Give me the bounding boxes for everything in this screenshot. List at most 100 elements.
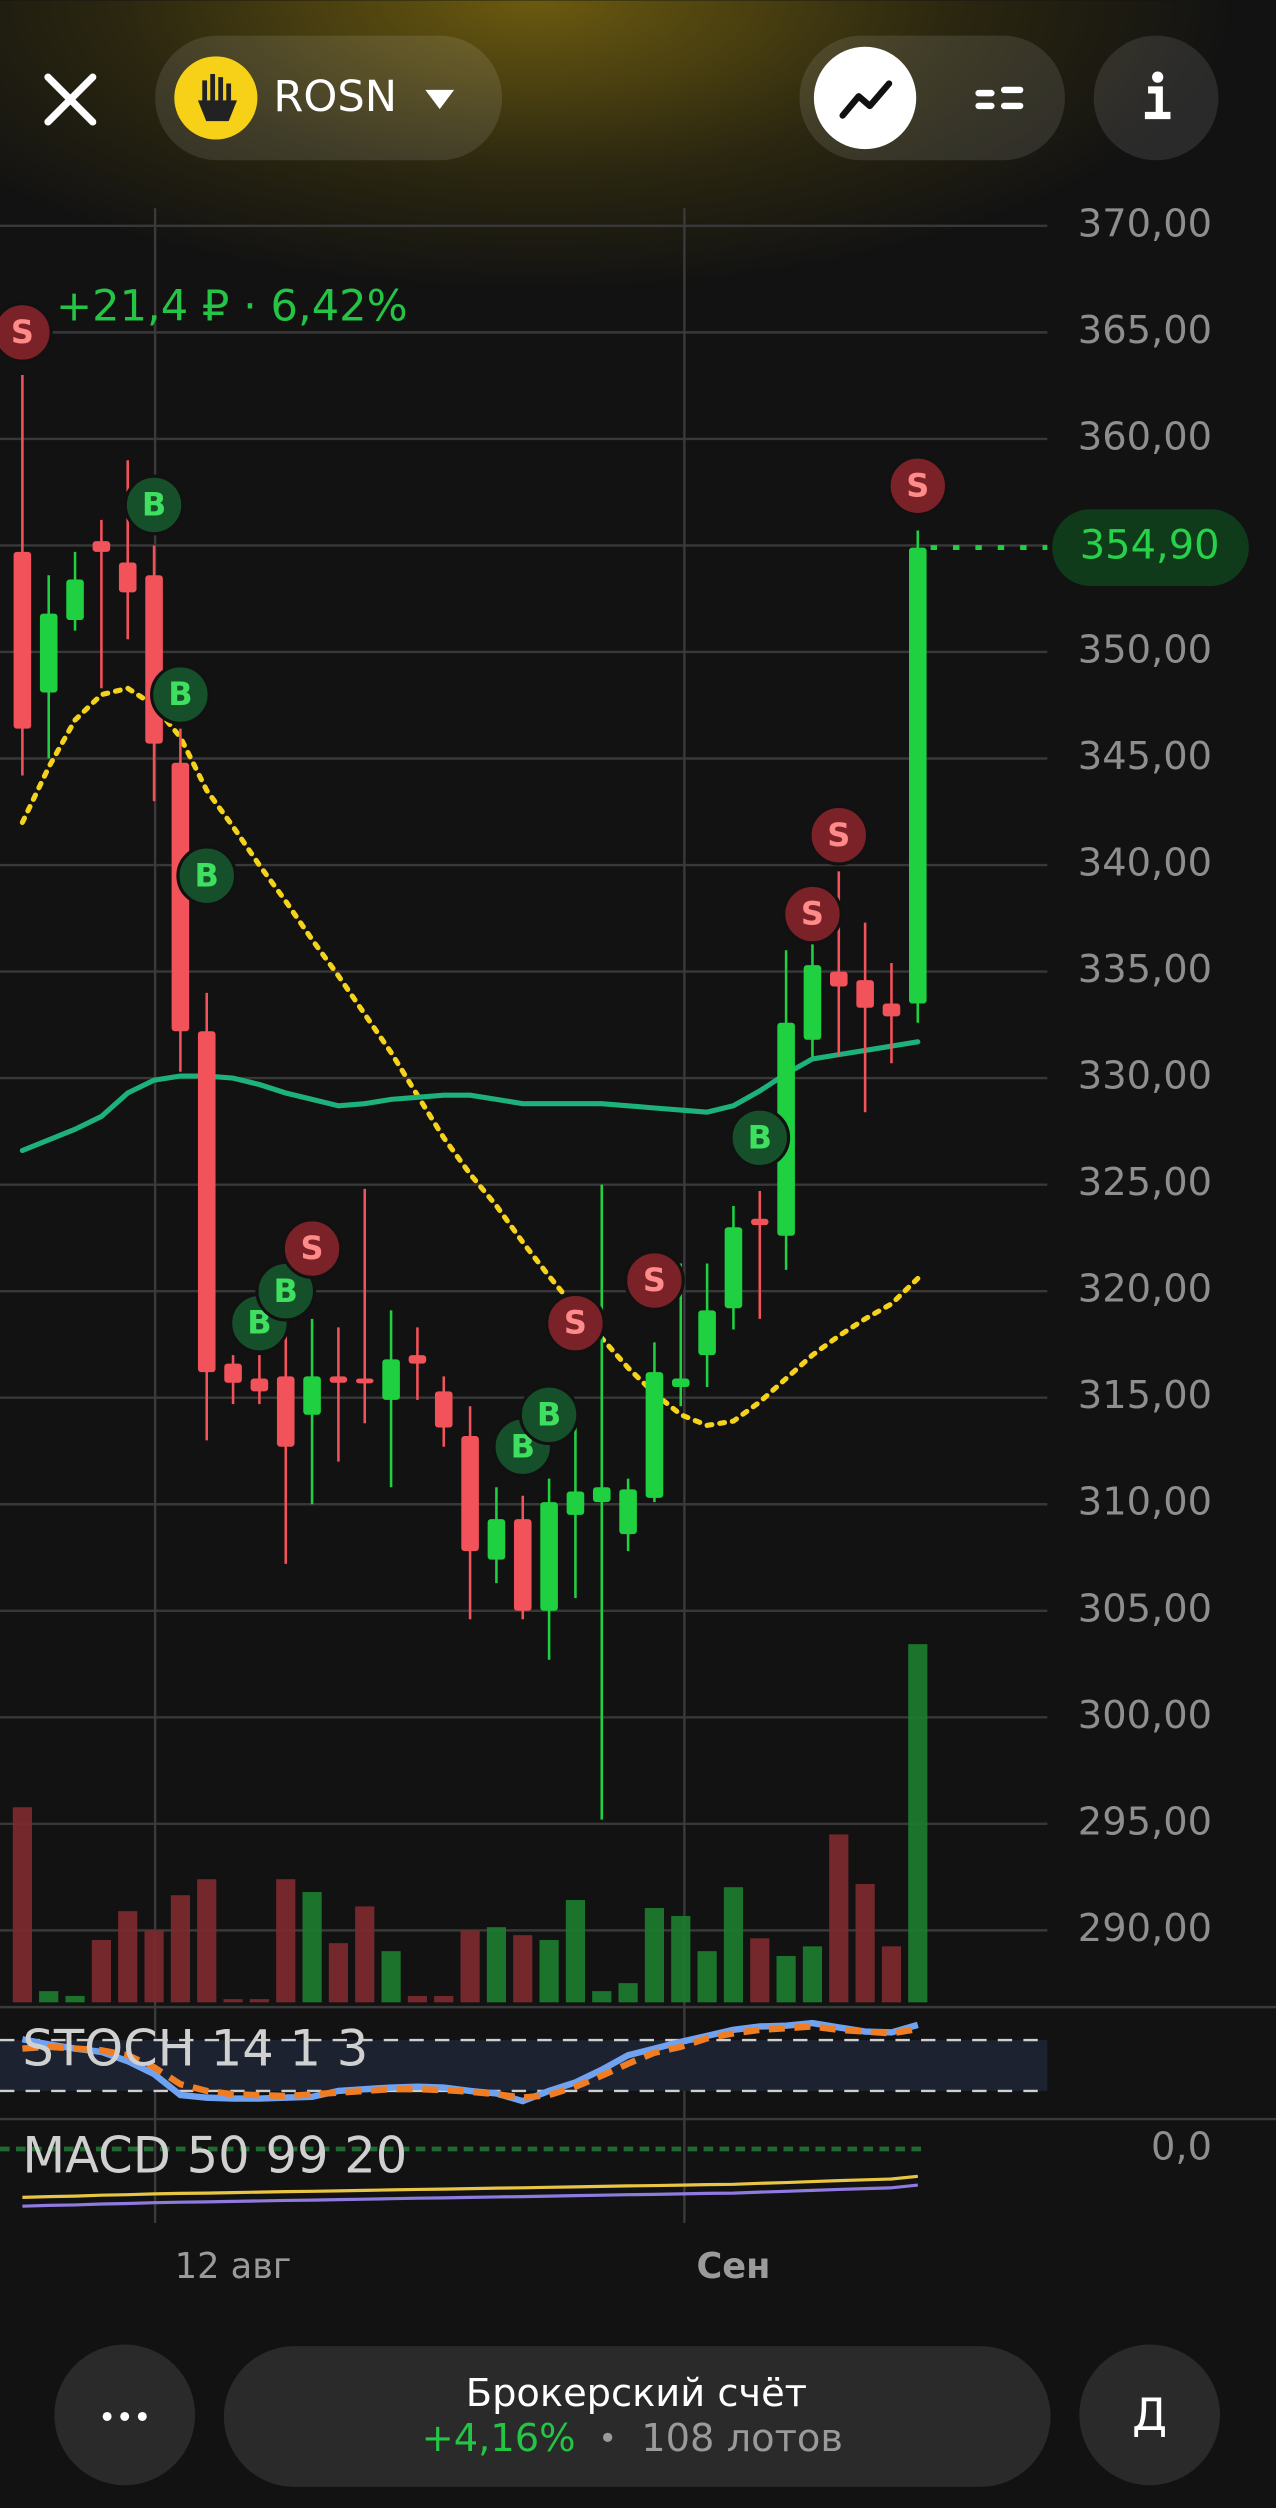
y-tick-label: 320,00 (1078, 1267, 1212, 1312)
last-price-label: 354,90 (1080, 523, 1220, 569)
candle-body (592, 1487, 611, 1503)
volume-bar (539, 1939, 559, 2003)
volume-bar (302, 1892, 322, 2003)
candle-body (908, 547, 927, 1004)
volume-bar (223, 1999, 243, 2003)
candle-body (487, 1519, 506, 1560)
macd-line (22, 2174, 918, 2200)
action-label: Д (1132, 2388, 1167, 2441)
candle-body (39, 613, 58, 693)
volume-bar (644, 1907, 665, 2003)
y-tick-label: 340,00 (1078, 841, 1212, 886)
macd-tick-label: 0,0 (1151, 2125, 1212, 2170)
candle-body (382, 1359, 400, 1400)
more-button[interactable] (54, 2344, 196, 2486)
volume-bar (802, 1946, 823, 2003)
x-tick-label: 12 авг (175, 2246, 292, 2287)
y-tick-label: 350,00 (1078, 627, 1212, 672)
volume-bar (881, 1946, 902, 2003)
candle-body (197, 1031, 216, 1373)
signal-label: B (748, 1118, 772, 1156)
candle-body (118, 562, 137, 593)
action-button[interactable]: Д (1079, 2344, 1221, 2486)
y-tick-label: 335,00 (1078, 947, 1212, 992)
y-tick-label: 290,00 (1078, 1906, 1212, 1951)
account-lots: 108 лотов (641, 2416, 843, 2461)
volume-bar (486, 1927, 507, 2003)
signal-label: B (142, 486, 166, 524)
volume-bar (170, 1895, 190, 2003)
account-button[interactable]: Брокерский счёт +4,16% • 108 лотов (223, 2346, 1051, 2487)
signal-marker (176, 845, 238, 907)
candle-body (13, 551, 32, 729)
candle-mode-button[interactable] (975, 86, 1024, 110)
candle-body (461, 1436, 479, 1552)
volume-bar (776, 1955, 796, 2003)
y-tick-label: 295,00 (1078, 1799, 1212, 1844)
signal-marker (518, 1384, 580, 1446)
candle-body (355, 1378, 374, 1384)
candle-body (698, 1310, 716, 1356)
y-tick-label: 310,00 (1078, 1480, 1212, 1525)
y-tick-label: 345,00 (1078, 734, 1212, 779)
volume-bar (355, 1906, 375, 2003)
candle-body (750, 1218, 769, 1226)
account-return: +4,16% (422, 2416, 576, 2461)
moving-average (19, 685, 921, 1429)
y-tick-label: 330,00 (1078, 1054, 1212, 1099)
signal-label: S (564, 1304, 587, 1342)
info-button[interactable] (1093, 35, 1219, 161)
candle-body (645, 1372, 664, 1498)
last-price-tag (1052, 509, 1249, 586)
candle-body (92, 541, 111, 552)
moving-average (19, 1039, 921, 1154)
candle-body (566, 1491, 585, 1515)
signal-label: S (801, 895, 824, 933)
volume-bar (91, 1939, 111, 2003)
volume-bar (592, 1991, 612, 2003)
stoch-label: STOCH 14 1 3 (22, 2019, 368, 2077)
candle-body (803, 965, 822, 1040)
volume-bar (381, 1951, 401, 2003)
volume-bar (65, 1995, 85, 2003)
candle-body (882, 1003, 901, 1017)
signal-label: S (643, 1261, 666, 1299)
x-tick-label: Сен (696, 2246, 770, 2287)
macd-signal (22, 2183, 918, 2208)
account-name: Брокерский счёт (466, 2371, 807, 2416)
candle-body (250, 1378, 269, 1392)
candle-body (408, 1355, 427, 1364)
separator: • (598, 2419, 617, 2457)
volume-bar (407, 1995, 428, 2003)
ticker-selector[interactable]: ROSN (155, 35, 503, 161)
macd-label: MACD 50 99 20 (22, 2127, 407, 2185)
candle-body (619, 1489, 637, 1535)
volume-bar (855, 1884, 875, 2003)
ticker: ROSN (273, 72, 397, 122)
volume-bar (144, 1930, 164, 2003)
stoch-d (22, 2023, 919, 2101)
candle-body (540, 1502, 558, 1611)
signal-marker (624, 1250, 685, 1311)
y-tick-label: 360,00 (1078, 414, 1212, 459)
line-mode-button[interactable] (813, 46, 917, 150)
volume-bar (829, 1834, 849, 2003)
volume-bar (671, 1915, 691, 2003)
signal-marker (808, 804, 870, 866)
signal-marker (887, 455, 949, 517)
signal-label: S (906, 466, 929, 504)
volume-bar (118, 1911, 138, 2003)
close-button[interactable] (44, 73, 97, 126)
volume-bar (908, 1644, 928, 2003)
signal-marker (545, 1292, 606, 1354)
signal-label: B (274, 1272, 298, 1310)
volume-bar (276, 1879, 296, 2003)
volume-bar (618, 1983, 638, 2003)
signal-marker (123, 474, 185, 536)
signal-marker (0, 302, 53, 363)
signal-label: B (195, 856, 219, 894)
candle-body (329, 1376, 348, 1383)
